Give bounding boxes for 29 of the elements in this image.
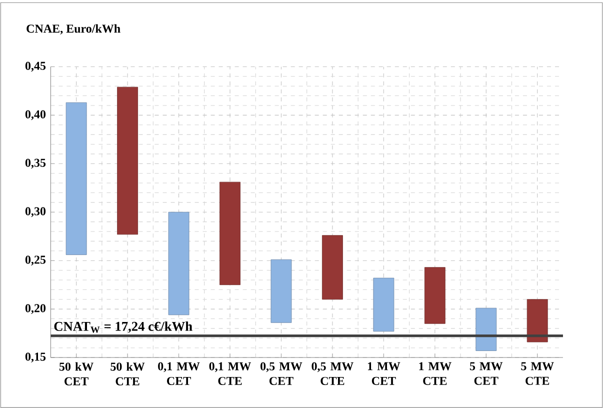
y-tick-label: 0,30 xyxy=(25,207,46,217)
bar xyxy=(66,102,87,255)
bar xyxy=(424,267,446,324)
x-tick-label: 1 MW CTE xyxy=(419,362,452,385)
bar xyxy=(322,235,343,300)
bar xyxy=(526,299,548,342)
y-tick-label: 0,35 xyxy=(25,158,46,168)
x-tick-label: 0,1 MW CTE xyxy=(209,362,251,385)
y-tick-label: 0,25 xyxy=(25,256,46,266)
bar xyxy=(476,308,497,351)
y-tick-label: 0,20 xyxy=(25,304,46,314)
x-tick-label: 1 MW CET xyxy=(368,362,400,385)
ref-line-label: CNAT$_{W}$ = 17,24 c€/kWh xyxy=(54,321,192,333)
y-tick-label: 0,15 xyxy=(25,352,46,362)
y-axis-title: CNAE, Euro/kWh xyxy=(26,24,120,34)
x-tick-label: 0,5 MW CET xyxy=(260,362,302,385)
bar xyxy=(168,212,190,315)
bar xyxy=(270,259,292,323)
x-tick-label: 5 MW CET xyxy=(470,362,503,385)
x-tick-label: 50 kW CTE xyxy=(110,362,145,386)
bar xyxy=(373,278,394,332)
x-tick-label: 50 kW CET xyxy=(59,362,94,386)
x-tick-label: 0,5 MW CTE xyxy=(312,362,354,385)
x-tick-label: 0,1 MW CET xyxy=(158,362,200,385)
bar xyxy=(117,86,138,234)
x-tick-label: 5 MW CTE xyxy=(521,362,554,385)
bar xyxy=(220,182,240,285)
y-tick-label: 0,40 xyxy=(25,110,46,120)
y-tick-label: 0,45 xyxy=(25,62,46,72)
